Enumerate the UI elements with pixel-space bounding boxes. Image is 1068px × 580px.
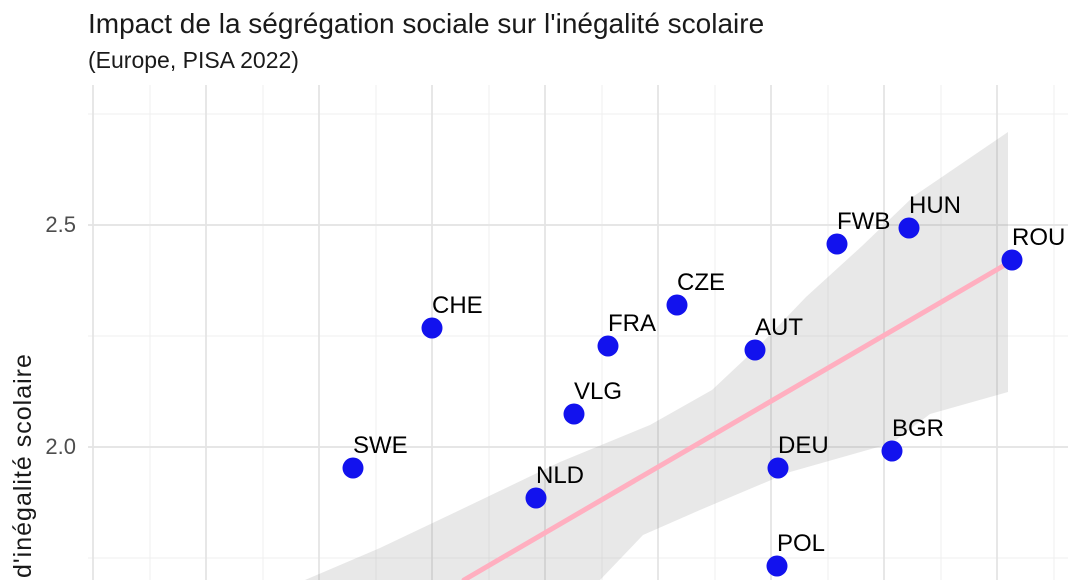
data-point-hun xyxy=(898,217,920,239)
confidence-band xyxy=(305,132,1008,580)
point-label-bgr: BGR xyxy=(892,415,945,442)
data-point-fwb xyxy=(826,233,848,255)
point-label-fwb: FWB xyxy=(837,208,891,235)
data-point-deu xyxy=(767,457,789,479)
point-label-nld: NLD xyxy=(536,462,585,489)
point-label-hun: HUN xyxy=(909,192,961,219)
point-label-aut: AUT xyxy=(755,314,803,341)
point-label-swe: SWE xyxy=(353,432,408,459)
chart-title: Impact de la ségrégation sociale sur l'i… xyxy=(88,8,765,39)
point-label-cze: CZE xyxy=(677,269,725,296)
point-label-fra: FRA xyxy=(608,310,656,337)
data-point-cze xyxy=(666,294,688,316)
data-point-aut xyxy=(744,339,766,361)
point-label-vlg: VLG xyxy=(574,378,623,405)
point-label-deu: DEU xyxy=(778,432,829,459)
data-point-rou xyxy=(1001,249,1023,271)
data-point-pol xyxy=(766,555,788,577)
point-label-che: CHE xyxy=(432,292,483,319)
y-tick-label-2.5: 2.5 xyxy=(45,212,76,237)
chart-subtitle: (Europe, PISA 2022) xyxy=(88,47,299,73)
data-point-nld xyxy=(525,487,547,509)
point-label-rou: ROU xyxy=(1012,224,1066,251)
data-point-che xyxy=(421,317,443,339)
data-point-bgr xyxy=(881,440,903,462)
point-label-pol: POL xyxy=(777,530,826,557)
data-point-swe xyxy=(342,457,364,479)
y-tick-label-2.0: 2.0 xyxy=(45,434,76,459)
data-point-vlg xyxy=(563,403,585,425)
data-point-fra xyxy=(597,335,619,357)
trend-line xyxy=(461,259,1013,580)
